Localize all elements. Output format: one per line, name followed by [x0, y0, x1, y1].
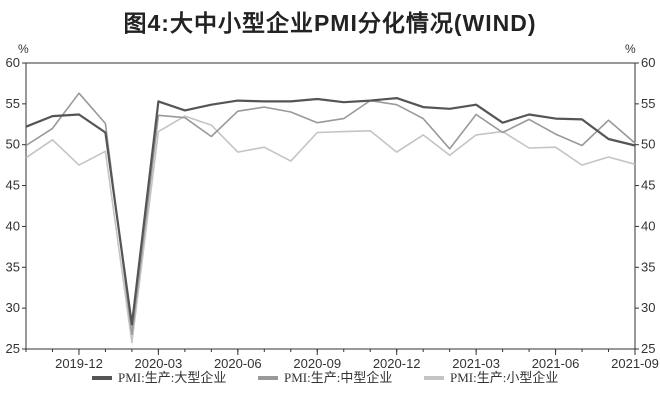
left-y-axis: 25 30 35 40 45 50 55 60	[6, 55, 26, 356]
left-y-tick-label: 60	[6, 55, 20, 70]
legend-entry: PMI:生产:中型企业	[258, 370, 392, 385]
series-line-3	[25, 115, 636, 344]
left-y-tick-label: 25	[6, 341, 20, 356]
legend-label: PMI:生产:中型企业	[284, 370, 392, 385]
right-unit-label: %	[625, 42, 636, 56]
right-y-tick-label: 30	[641, 300, 655, 315]
x-tick-label: 2021-03	[452, 356, 500, 371]
right-y-axis: 25 30 35 40 45 50 55 60	[635, 55, 655, 356]
legend: PMI:生产:大型企业 PMI:生产:中型企业 PMI:生产:小型企业	[92, 370, 558, 385]
left-y-tick-label: 50	[6, 137, 20, 152]
left-y-tick-label: 40	[6, 218, 20, 233]
legend-label: PMI:生产:小型企业	[450, 370, 558, 385]
x-tick-label: 2021-06	[532, 356, 580, 371]
left-y-tick-label: 30	[6, 300, 20, 315]
series-layer	[25, 92, 636, 344]
right-y-tick-label: 25	[641, 341, 655, 356]
x-tick-label: 2020-09	[293, 356, 341, 371]
x-tick-label: 2021-09	[611, 356, 659, 371]
chart-title: 图4:大中小型企业PMI分化情况(WIND)	[123, 10, 537, 36]
x-tick-label: 2020-06	[214, 356, 262, 371]
left-y-tick-label: 55	[6, 96, 20, 111]
legend-entry: PMI:生产:大型企业	[92, 370, 226, 385]
x-tick-label: 2020-03	[135, 356, 183, 371]
series-line-1	[25, 96, 636, 326]
right-y-tick-label: 40	[641, 218, 655, 233]
right-y-tick-label: 55	[641, 96, 655, 111]
legend-entry: PMI:生产:小型企业	[424, 370, 558, 385]
right-y-tick-label: 60	[641, 55, 655, 70]
plot-frame	[25, 62, 636, 350]
x-axis: 2019-12 2020-03 2020-06 2020-09 2020-12 2021-…	[25, 349, 659, 371]
x-tick-label: 2019-12	[55, 356, 103, 371]
left-unit-label: %	[18, 42, 29, 56]
right-y-tick-label: 35	[641, 259, 655, 274]
left-y-tick-label: 45	[6, 178, 20, 193]
right-y-tick-label: 45	[641, 178, 655, 193]
legend-label: PMI:生产:大型企业	[118, 370, 226, 385]
left-y-tick-label: 35	[6, 259, 20, 274]
x-tick-label: 2020-12	[373, 356, 421, 371]
line-chart: 25 30 35 40 45 50 55 60 25 30 35 40 45 50 55 60 2019-1…	[6, 42, 659, 385]
right-y-tick-label: 50	[641, 137, 655, 152]
